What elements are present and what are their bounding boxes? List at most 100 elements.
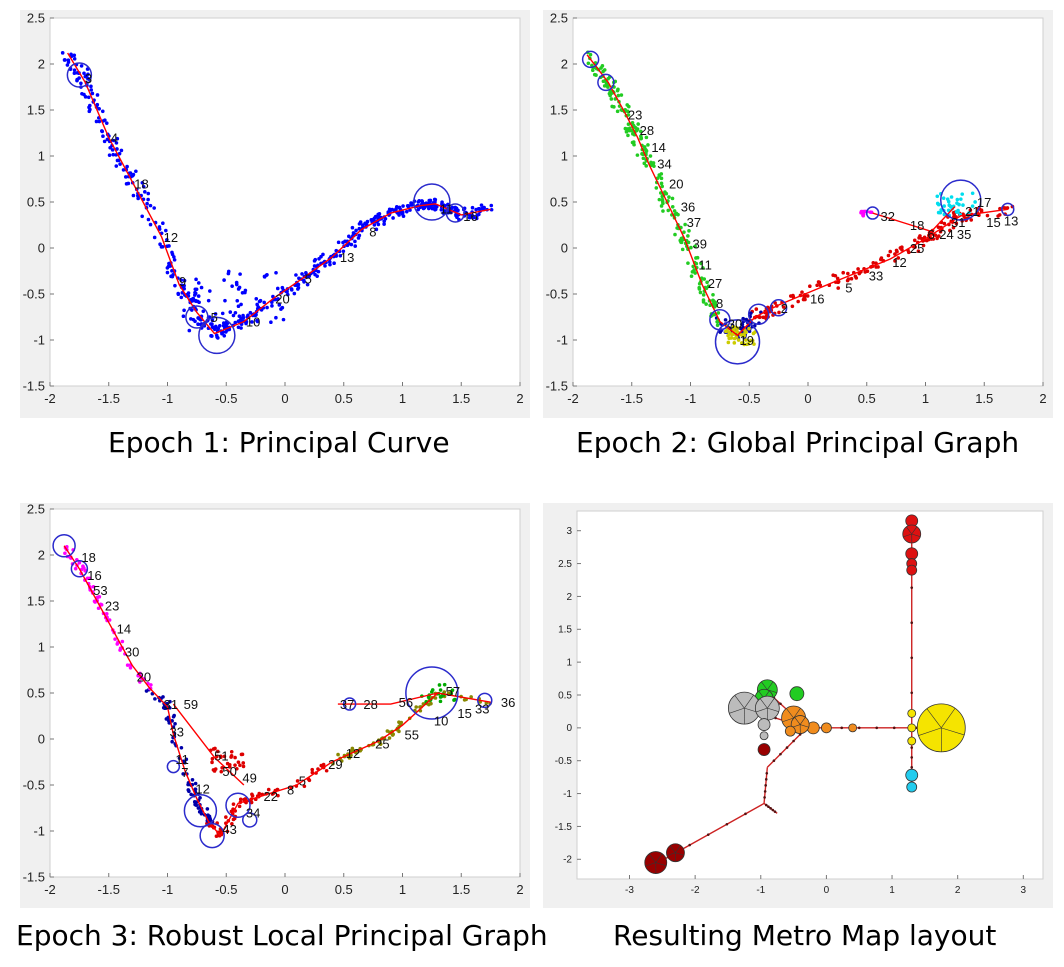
data-point bbox=[836, 286, 841, 290]
node-label: 8 bbox=[287, 783, 294, 798]
metro-node-slice bbox=[941, 727, 965, 736]
data-point bbox=[221, 321, 226, 325]
data-point bbox=[289, 287, 294, 291]
metro-node-circle bbox=[906, 564, 918, 576]
data-point bbox=[693, 271, 697, 275]
metro-station-dot bbox=[892, 726, 896, 730]
data-point bbox=[238, 763, 242, 768]
metro-node-circle bbox=[907, 723, 917, 733]
data-point bbox=[680, 247, 685, 252]
data-point bbox=[222, 754, 227, 759]
data-point bbox=[193, 291, 198, 296]
data-point bbox=[726, 340, 731, 345]
data-point bbox=[453, 697, 457, 702]
node-circle bbox=[597, 73, 615, 92]
metro-node bbox=[907, 736, 917, 746]
data-point bbox=[588, 52, 593, 57]
data-point bbox=[168, 706, 172, 710]
node-label: 22 bbox=[264, 789, 278, 804]
metro-node-slice bbox=[666, 852, 676, 856]
data-point bbox=[871, 260, 876, 265]
node-label: 43 bbox=[222, 822, 236, 837]
data-point bbox=[213, 312, 218, 316]
metro-node-slice bbox=[767, 689, 777, 693]
data-point bbox=[749, 338, 753, 343]
data-point bbox=[876, 265, 880, 269]
y-tick-label: -1.5 bbox=[555, 822, 573, 833]
data-point bbox=[439, 694, 444, 699]
data-point bbox=[210, 760, 214, 765]
data-point bbox=[95, 102, 100, 107]
data-point bbox=[269, 320, 273, 325]
data-point bbox=[682, 230, 686, 234]
data-point bbox=[697, 281, 702, 286]
metro-station-dot bbox=[910, 746, 914, 749]
data-point bbox=[631, 132, 635, 136]
node-label: 53 bbox=[93, 583, 107, 598]
data-point bbox=[72, 68, 77, 72]
data-point bbox=[744, 317, 749, 322]
metro-node bbox=[757, 743, 771, 756]
data-point bbox=[146, 217, 151, 222]
metro-station-dot bbox=[910, 621, 914, 625]
data-point bbox=[231, 802, 236, 806]
metro-node-circle bbox=[905, 547, 919, 561]
data-point bbox=[422, 205, 426, 210]
data-point bbox=[270, 300, 274, 305]
node-circle bbox=[1001, 202, 1015, 217]
data-point bbox=[646, 143, 650, 147]
data-point bbox=[189, 317, 193, 321]
data-point bbox=[241, 764, 246, 769]
data-point bbox=[223, 298, 227, 303]
y-tick-label: 0 bbox=[38, 240, 45, 255]
metro-station-dot bbox=[785, 746, 789, 749]
data-point bbox=[893, 252, 897, 256]
data-point bbox=[648, 154, 653, 158]
data-point bbox=[193, 781, 198, 786]
data-point bbox=[845, 278, 850, 283]
y-tick-label: 2.5 bbox=[550, 10, 568, 25]
chart-epoch3: -2 -1.5 -1 -0.5 0 0.5 1 1.5 2 2.5 2 1.5 1 0.5 0 -0.5 -1-… bbox=[20, 503, 530, 908]
data-point bbox=[376, 222, 381, 227]
node-label: 25 bbox=[910, 241, 924, 256]
data-point bbox=[429, 701, 433, 706]
data-point bbox=[161, 221, 165, 226]
data-point bbox=[433, 197, 438, 202]
data-point bbox=[602, 68, 607, 72]
principal-graph-branch bbox=[872, 206, 956, 233]
x-tick-label: -1 bbox=[685, 391, 697, 406]
data-point bbox=[455, 213, 459, 218]
data-point bbox=[632, 142, 636, 147]
data-point bbox=[234, 280, 239, 285]
data-point bbox=[627, 104, 631, 109]
data-point bbox=[635, 153, 640, 157]
data-point bbox=[623, 126, 628, 131]
data-point bbox=[354, 228, 358, 233]
data-point bbox=[319, 254, 323, 259]
node-label: 32 bbox=[881, 209, 895, 224]
data-point bbox=[210, 325, 215, 329]
metro-node-slice bbox=[800, 724, 809, 728]
data-point bbox=[749, 311, 753, 315]
node-label: 28 bbox=[640, 123, 654, 138]
data-point bbox=[609, 97, 614, 101]
data-point bbox=[977, 213, 981, 218]
metro-station-dot bbox=[779, 752, 782, 756]
node-label: 51 bbox=[214, 749, 228, 764]
data-point bbox=[455, 208, 460, 213]
node-label: 20 bbox=[275, 292, 289, 307]
metro-station-dot bbox=[706, 833, 710, 836]
data-point bbox=[935, 201, 940, 206]
data-point bbox=[201, 309, 206, 314]
data-point bbox=[973, 200, 977, 204]
data-point bbox=[886, 253, 891, 258]
data-point bbox=[732, 341, 737, 345]
data-point bbox=[235, 767, 239, 771]
node-label: 18 bbox=[910, 218, 924, 233]
metro-node-slice bbox=[675, 845, 681, 853]
data-point bbox=[62, 58, 67, 62]
data-point bbox=[727, 336, 731, 341]
metro-station-dot bbox=[765, 772, 769, 775]
metro-node-slice bbox=[782, 717, 794, 723]
data-point bbox=[705, 280, 709, 285]
